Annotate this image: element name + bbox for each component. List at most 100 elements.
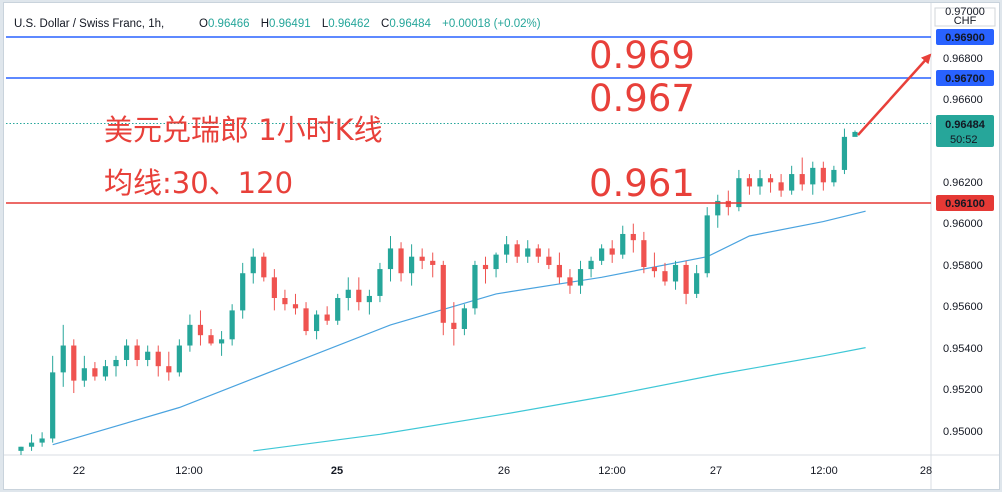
candle [482,256,489,284]
x-tick-28: 28 [920,465,932,477]
candle [789,165,795,195]
candle-body [261,256,267,278]
candle-body [482,264,489,270]
candle-body [451,322,457,329]
candle [599,244,605,265]
candle [641,231,647,274]
candle [831,165,837,187]
candle-body [218,339,225,344]
close-value: 0.96484 [389,18,431,30]
candle [145,345,151,367]
candle-body [683,264,689,294]
candle [60,324,66,387]
price-tag-level-2 [936,70,994,86]
candle-body [577,269,584,286]
support-label-0961: 0.961 [589,162,695,205]
candle-body [28,442,35,447]
candle [778,174,784,197]
candle [757,169,763,195]
candle-body [852,131,858,137]
x-tick-1200-a: 12:00 [175,465,203,477]
price-tag-level-1-text: 0.96900 [945,32,985,44]
candle [356,277,362,311]
candle-body [567,277,573,286]
candle-body [197,324,204,336]
candlesticks [18,128,858,455]
candle [155,345,161,377]
candle-body [778,182,784,191]
candle-body [324,314,330,321]
time-axis[interactable]: 22 12:00 25 26 12:00 27 12:00 28 [73,465,932,477]
candle [451,302,457,346]
candle [261,252,267,282]
candle [472,260,478,315]
candle [123,339,130,367]
candle-body [409,256,415,274]
candle [852,130,858,137]
candle [694,264,700,299]
candle [746,174,753,195]
candle-body [134,345,140,360]
candle-body [630,233,636,241]
candle-body [820,167,826,183]
y-tick-0966: 0.96600 [943,94,983,106]
price-tag-level-1 [936,29,994,45]
x-tick-27: 27 [710,465,722,477]
candle-body [746,178,753,187]
chart-canvas[interactable]: U.S. Dollar / Swiss Franc, 1h, O0.96466 … [4,3,999,489]
candle [577,260,584,294]
change-value: +0.00018 (+0.02%) [442,18,541,30]
candle [71,339,77,394]
candle [440,260,446,336]
candle-body [588,260,594,270]
candle [345,277,351,311]
candle [767,174,774,193]
candle [630,223,636,253]
candle [556,252,563,284]
candle [39,432,45,447]
x-tick-1200-b: 12:00 [598,465,626,477]
candle [250,248,256,284]
candle-body [71,345,77,381]
candle [567,269,573,294]
close-label: C [381,18,389,30]
candle [493,252,499,278]
candle-body [102,366,109,377]
candle-body [430,260,436,265]
candle-body [366,295,372,303]
candle-body [651,267,658,272]
candle-body [92,368,98,377]
up-arrow-icon [857,53,932,136]
candle-body [831,169,837,183]
candle-body [208,335,214,344]
candle [715,194,721,228]
candle [535,244,541,263]
price-axis[interactable]: 0.97000 CHF 0.96800 0.96600 0.96200 0.96… [934,6,996,438]
candle-body [609,248,615,255]
y-tick-0962: 0.96200 [943,177,983,189]
candle-body [187,324,193,346]
candle [335,293,341,325]
y-tick-0950: 0.95000 [943,426,983,438]
candle [514,240,520,263]
candle [662,262,668,286]
candle [620,225,626,259]
target-label-0967: 0.967 [589,77,695,120]
candle-body [672,264,679,282]
candle-body [472,264,478,309]
candle [282,289,288,311]
candle-body [736,178,742,208]
candle-body [440,264,446,323]
candle [736,169,742,212]
candle-body [166,366,172,373]
currency-badge [934,7,996,27]
low-value: 0.96462 [328,18,370,30]
candle [102,359,109,381]
candle [113,355,119,377]
ma30-line [52,210,866,446]
candle [18,446,24,455]
candle [504,236,510,263]
candle-body [599,248,605,261]
candle [324,306,330,325]
candle-body [841,136,848,170]
